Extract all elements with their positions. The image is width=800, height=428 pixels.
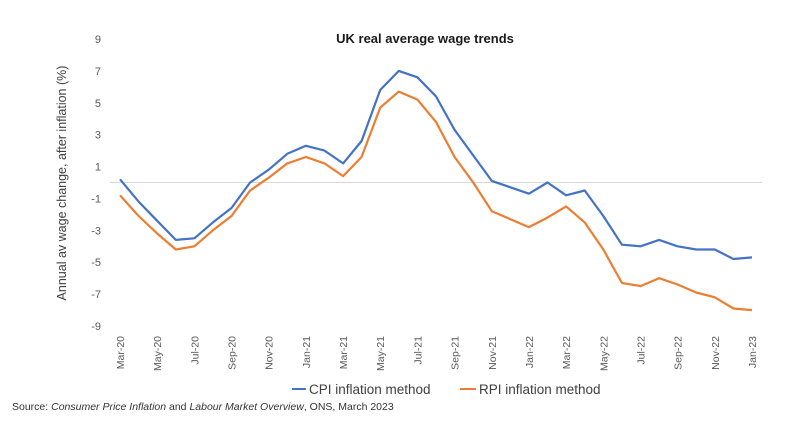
x-tick-label: Jul-20 <box>189 336 201 365</box>
y-tick-label: 9 <box>95 34 101 46</box>
y-tick-label: -5 <box>91 257 101 269</box>
series-line-cpi <box>119 69 753 261</box>
y-tick-label: 7 <box>95 66 101 78</box>
x-tick-label: Jan-23 <box>747 336 759 368</box>
source-publication-2: Labour Market Overview <box>189 401 304 413</box>
y-tick-label: 3 <box>95 130 101 142</box>
y-tick-label: 5 <box>95 98 101 110</box>
y-tick-label: 1 <box>95 162 101 174</box>
x-tick-label: Nov-22 <box>710 336 722 370</box>
chart-title: UK real average wage trends <box>336 31 514 46</box>
y-tick-label: -1 <box>91 193 101 205</box>
y-tick-label: -7 <box>91 289 101 301</box>
x-tick-label: May-22 <box>598 336 610 371</box>
y-tick-label: -3 <box>91 225 101 237</box>
x-tick-label: Sep-20 <box>227 336 239 370</box>
x-tick-label: Jul-21 <box>412 336 424 365</box>
x-tick-label: Mar-22 <box>561 336 573 369</box>
x-tick-label: Jan-21 <box>301 336 313 368</box>
source-prefix: Source: <box>12 401 52 413</box>
x-tick-label: May-21 <box>375 336 387 371</box>
legend-label-rpi: RPI inflation method <box>479 382 601 397</box>
legend-label-cpi: CPI inflation method <box>309 382 431 397</box>
x-tick-label: Nov-21 <box>487 336 499 370</box>
x-tick-label: Jul-22 <box>635 336 647 365</box>
x-tick-label: Mar-20 <box>115 336 127 369</box>
legend: CPI inflation method RPI inflation metho… <box>292 382 601 397</box>
x-tick-label: Sep-22 <box>673 336 685 370</box>
source-note: Source: Consumer Price Inflation and Lab… <box>12 401 394 413</box>
source-publication-1: Consumer Price Inflation <box>51 401 167 413</box>
series-line-rpi <box>119 90 753 312</box>
x-tick-label: Jan-22 <box>524 336 536 368</box>
source-connector: and <box>166 401 190 413</box>
y-tick-label: -9 <box>91 321 101 333</box>
x-tick-label: Mar-21 <box>338 336 350 369</box>
source-suffix: , ONS, March 2023 <box>303 401 394 413</box>
y-axis-label: Annual av wage change, after inflation (… <box>55 66 69 301</box>
x-tick-label: Sep-21 <box>450 336 462 370</box>
x-tick-label: May-20 <box>152 336 164 371</box>
x-tick-label: Nov-20 <box>264 336 276 370</box>
